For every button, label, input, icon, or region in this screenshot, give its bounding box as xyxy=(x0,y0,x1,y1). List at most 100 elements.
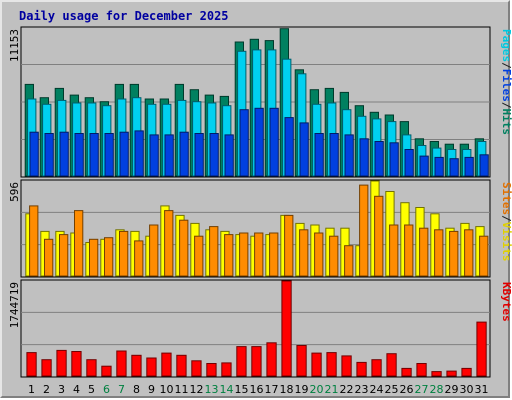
x-tick-label-6: 6 xyxy=(103,383,110,396)
visits_panel-bar-sites-23 xyxy=(359,184,369,277)
x-tick-label-23: 23 xyxy=(355,383,369,396)
hits_panel-bar-pages-8 xyxy=(134,130,144,177)
visits_panel-bar-sites-6 xyxy=(104,237,114,277)
x-tick-label-2: 2 xyxy=(43,383,50,396)
kbytes_panel-bar-kbytes-4 xyxy=(71,351,82,377)
hits_panel-legend-item-4: Hits xyxy=(500,109,512,136)
x-tick-label-11: 11 xyxy=(175,383,189,396)
visits_panel-bar-sites-29 xyxy=(449,230,459,277)
hits_panel-bar-pages-29 xyxy=(449,158,459,177)
kbytes_panel-bar-kbytes-11 xyxy=(176,354,187,377)
hits_panel-bar-pages-20 xyxy=(314,133,324,177)
kbytes_panel-bar-kbytes-15 xyxy=(236,346,247,377)
kbytes_panel-legend: KBytes xyxy=(500,282,512,322)
hits_panel-bar-pages-9 xyxy=(149,134,159,177)
visits_panel-bar-sites-1 xyxy=(29,205,39,277)
visits_panel-bar-sites-3 xyxy=(59,234,69,277)
x-tick-label-14: 14 xyxy=(220,383,234,396)
visits_panel-bar-sites-14 xyxy=(224,234,234,277)
kbytes_panel-bar-kbytes-23 xyxy=(356,361,367,377)
visits_panel-bar-sites-10 xyxy=(164,210,174,277)
visits_panel-bar-sites-26 xyxy=(404,224,414,277)
chart-title: Daily usage for December 2025 xyxy=(19,9,229,23)
hits_panel-bar-pages-21 xyxy=(329,133,339,177)
kbytes_panel-bar-kbytes-14 xyxy=(221,362,232,377)
kbytes_panel-bar-kbytes-5 xyxy=(86,359,97,377)
x-tick-label-26: 26 xyxy=(400,383,414,396)
hits_panel-bar-pages-26 xyxy=(404,149,414,177)
hits_panel-bar-pages-27 xyxy=(419,155,429,177)
hits_panel-bar-pages-5 xyxy=(89,133,99,177)
visits_panel-bar-sites-19 xyxy=(299,229,309,277)
kbytes_panel-legend-item-0: KBytes xyxy=(500,282,512,322)
visits_panel-bar-sites-28 xyxy=(434,229,444,277)
visits_panel-bar-sites-13 xyxy=(209,226,219,277)
hits_panel-bar-pages-10 xyxy=(164,134,174,177)
visits_panel-bar-sites-11 xyxy=(179,219,189,277)
hits_panel-legend-item-3: / xyxy=(500,102,512,109)
kbytes_panel-bar-kbytes-13 xyxy=(206,363,217,377)
visits_panel-bar-sites-25 xyxy=(389,224,399,277)
x-tick-label-10: 10 xyxy=(160,383,174,396)
kbytes_panel-bar-kbytes-28 xyxy=(431,371,442,377)
kbytes_panel-bar-kbytes-26 xyxy=(401,367,412,377)
x-tick-label-25: 25 xyxy=(385,383,399,396)
kbytes_panel-bar-kbytes-19 xyxy=(296,345,307,377)
hits_panel-bar-pages-30 xyxy=(464,156,474,177)
kbytes_panel-bar-kbytes-25 xyxy=(386,353,397,377)
x-tick-label-12: 12 xyxy=(190,383,204,396)
hits_panel-bar-pages-7 xyxy=(119,131,129,177)
kbytes_panel-bar-kbytes-30 xyxy=(461,367,472,377)
hits_panel-max-label: 11153 xyxy=(8,29,21,62)
hits_panel-bar-pages-16 xyxy=(254,107,264,177)
visits_panel-bar-sites-2 xyxy=(44,238,54,277)
hits_panel-bar-pages-31 xyxy=(479,154,489,177)
visits_panel-bar-sites-5 xyxy=(89,238,99,277)
kbytes_panel-bar-kbytes-24 xyxy=(371,359,382,377)
hits_panel-bar-pages-4 xyxy=(74,133,84,177)
hits_panel: 11153 Pages/Files/Hits xyxy=(8,26,512,178)
visits_panel-bar-sites-8 xyxy=(134,240,144,277)
visits_panel-bar-sites-12 xyxy=(194,235,204,277)
hits_panel-bar-pages-23 xyxy=(359,138,369,177)
visits_panel-bar-sites-4 xyxy=(74,210,84,277)
kbytes_panel-bar-kbytes-27 xyxy=(416,363,427,377)
x-tick-label-29: 29 xyxy=(445,383,459,396)
visits_panel-bar-sites-9 xyxy=(149,224,159,277)
hits_panel-bar-pages-3 xyxy=(59,131,69,177)
hits_panel-bar-pages-14 xyxy=(224,134,234,177)
visits_panel-bar-sites-22 xyxy=(344,245,354,277)
visits_panel-legend-item-2: Visits xyxy=(500,222,512,262)
visits_panel-bar-sites-20 xyxy=(314,232,324,277)
kbytes_panel-bar-kbytes-7 xyxy=(116,350,127,377)
x-tick-label-31: 31 xyxy=(475,383,489,396)
visits_panel-bar-sites-16 xyxy=(254,232,264,277)
x-tick-label-17: 17 xyxy=(265,383,279,396)
visits_panel-bar-sites-17 xyxy=(269,232,279,277)
visits_panel-bar-sites-7 xyxy=(119,230,129,277)
kbytes_panel-bar-kbytes-2 xyxy=(41,359,52,377)
visits_panel-bar-sites-31 xyxy=(479,235,489,277)
hits_panel-bar-pages-24 xyxy=(374,141,384,177)
kbytes_panel: 1744719 KBytes xyxy=(8,279,512,378)
hits_panel-bar-pages-13 xyxy=(209,133,219,177)
kbytes_panel-bar-kbytes-18 xyxy=(281,280,292,377)
hits_panel-bar-pages-28 xyxy=(434,156,444,177)
kbytes_panel-bar-kbytes-9 xyxy=(146,357,157,377)
hits_panel-legend-item-1: / xyxy=(500,62,512,69)
visits_panel-bar-sites-30 xyxy=(464,229,474,277)
visits_panel-legend-item-0: Sites xyxy=(500,182,512,215)
x-tick-label-9: 9 xyxy=(148,383,155,396)
kbytes_panel-max-label: 1744719 xyxy=(8,282,21,328)
x-tick-label-3: 3 xyxy=(58,383,65,396)
kbytes_panel-bar-kbytes-10 xyxy=(161,352,172,377)
hits_panel-bar-pages-25 xyxy=(389,142,399,177)
x-tick-label-21: 21 xyxy=(325,383,339,396)
kbytes_panel-bar-kbytes-3 xyxy=(56,349,67,377)
kbytes_panel-bar-kbytes-31 xyxy=(476,321,487,377)
x-tick-label-30: 30 xyxy=(460,383,474,396)
visits_panel-bar-sites-15 xyxy=(239,232,249,277)
hits_panel-bar-pages-15 xyxy=(239,109,249,177)
x-tick-label-8: 8 xyxy=(133,383,140,396)
